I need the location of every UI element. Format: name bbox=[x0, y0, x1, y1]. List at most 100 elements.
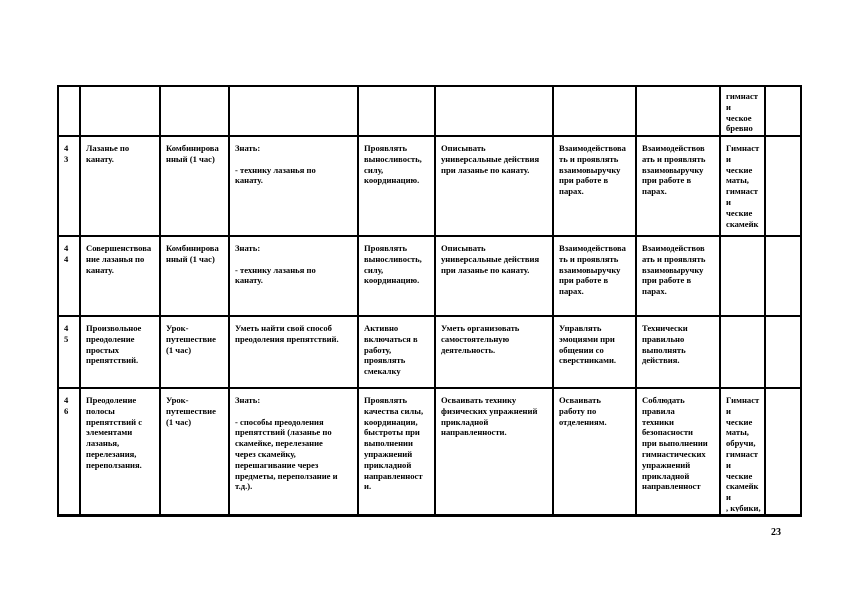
cell-text: Урок- путешествие (1 час) bbox=[166, 323, 216, 355]
table-cell: Управлять эмоциями при общении со сверст… bbox=[552, 315, 637, 389]
table-cell: Урок- путешествие (1 час) bbox=[159, 315, 230, 389]
table-cell: Осваивать работу по отделениям. bbox=[552, 387, 637, 517]
table-cell: 4 5 bbox=[57, 315, 81, 389]
cell-text bbox=[559, 91, 632, 133]
table-cell: Знать: - технику лазанья по канату. bbox=[228, 135, 359, 237]
table-cell: Совершенствова ние лазанья по канату. bbox=[79, 235, 161, 317]
cell-text: Управлять эмоциями при общении со сверст… bbox=[559, 323, 617, 366]
cell-text: Активно включаться в работу, проявлять с… bbox=[364, 323, 418, 377]
table-cell: Комбинирова нный (1 час) bbox=[159, 235, 230, 317]
cell-text: гимнасти ческое бревно bbox=[726, 91, 758, 133]
cell-text bbox=[771, 143, 797, 233]
cell-text: Уметь организовать самостоятельную деяте… bbox=[441, 323, 520, 355]
table-cell: Проявлять выносливость, силу, координаци… bbox=[357, 235, 436, 317]
cell-text bbox=[771, 323, 797, 385]
cell-text: Технически правильно выполнять действия. bbox=[642, 323, 688, 366]
table-cell: Описывать универсальные действия при лаз… bbox=[434, 235, 554, 317]
cell-text: Комбинирова нный (1 час) bbox=[166, 243, 219, 264]
cell-text: 4 5 bbox=[64, 323, 69, 344]
table-cell bbox=[719, 235, 766, 317]
table-cell: Осваивать технику физических упражнений … bbox=[434, 387, 554, 517]
cell-text bbox=[364, 91, 431, 133]
cell-text: Взаимодействов ать и проявлять взаимовыр… bbox=[642, 143, 706, 197]
cell-text: Преодоление полосы препятствий с элемент… bbox=[86, 395, 143, 470]
table-cell: Гимнасти ческие маты, обручи, гимнасти ч… bbox=[719, 387, 766, 517]
table-cell: Взаимодействова ть и проявлять взаимовыр… bbox=[552, 235, 637, 317]
cell-text bbox=[86, 91, 156, 133]
cell-text bbox=[726, 323, 761, 385]
table-cell: Описывать универсальные действия при лаз… bbox=[434, 135, 554, 237]
table-row: 4 4 Совершенствова ние лазанья по канату… bbox=[57, 235, 802, 317]
table-cell: Уметь организовать самостоятельную деяте… bbox=[434, 315, 554, 389]
table-cell: Взаимодействов ать и проявлять взаимовыр… bbox=[635, 235, 721, 317]
cell-text bbox=[64, 91, 76, 133]
cell-text bbox=[166, 91, 225, 133]
cell-text bbox=[726, 243, 761, 313]
cell-text: Проявлять выносливость, силу, координаци… bbox=[364, 143, 422, 186]
cell-text: Знать: - способы преодоления препятствий… bbox=[235, 395, 338, 492]
cell-text: Описывать универсальные действия при лаз… bbox=[441, 243, 540, 275]
table-cell: Уметь найти свой способ преодоления преп… bbox=[228, 315, 359, 389]
cell-text: Осваивать технику физических упражнений … bbox=[441, 395, 538, 438]
cell-text: Проявлять качества силы, координации, бы… bbox=[364, 395, 424, 492]
cell-text bbox=[235, 91, 354, 133]
table-cell: Комбинирова нный (1 час) bbox=[159, 135, 230, 237]
cell-text: Проявлять выносливость, силу, координаци… bbox=[364, 243, 422, 286]
table-cell bbox=[719, 315, 766, 389]
table-cell: Активно включаться в работу, проявлять с… bbox=[357, 315, 436, 389]
table-cell: Знать: - способы преодоления препятствий… bbox=[228, 387, 359, 517]
table-cell: Знать: - технику лазанья по канату. bbox=[228, 235, 359, 317]
table-cell: Гимнасти ческие маты, гимнасти ческие ск… bbox=[719, 135, 766, 237]
table-cell bbox=[159, 85, 230, 137]
table-cell: Взаимодействов ать и проявлять взаимовыр… bbox=[635, 135, 721, 237]
table-cell bbox=[764, 85, 802, 137]
cell-text: Знать: - технику лазанья по канату. bbox=[235, 143, 316, 186]
cell-text: Совершенствова ние лазанья по канату. bbox=[86, 243, 152, 275]
cell-text bbox=[771, 395, 797, 512]
table-cell bbox=[635, 85, 721, 137]
cell-text: Описывать универсальные действия при лаз… bbox=[441, 143, 540, 175]
table-cell: Соблюдать правила техники безопасности п… bbox=[635, 387, 721, 517]
table-cell bbox=[57, 85, 81, 137]
cell-text: Осваивать работу по отделениям. bbox=[559, 395, 607, 427]
page-number: 23 bbox=[771, 527, 781, 538]
table-cell: Взаимодействова ть и проявлять взаимовыр… bbox=[552, 135, 637, 237]
table-cell bbox=[764, 387, 802, 517]
cell-text: Соблюдать правила техники безопасности п… bbox=[642, 395, 708, 492]
table-row: 4 6 Преодоление полосы препятствий с эле… bbox=[57, 387, 802, 517]
table-cell: 4 4 bbox=[57, 235, 81, 317]
table-cell bbox=[79, 85, 161, 137]
table-cell: Преодоление полосы препятствий с элемент… bbox=[79, 387, 161, 517]
cell-text bbox=[642, 91, 716, 133]
cell-text: Урок- путешествие (1 час) bbox=[166, 395, 216, 427]
table-cell: Проявлять выносливость, силу, координаци… bbox=[357, 135, 436, 237]
table-row: 4 5 Произвольное преодоление простых пре… bbox=[57, 315, 802, 389]
cell-text: 4 6 bbox=[64, 395, 69, 416]
table-cell bbox=[357, 85, 436, 137]
cell-text: Гимнасти ческие маты, гимнасти ческие ск… bbox=[726, 143, 760, 233]
cell-text: 4 4 bbox=[64, 243, 69, 264]
cell-text: Знать: - технику лазанья по канату. bbox=[235, 243, 316, 286]
table-cell bbox=[552, 85, 637, 137]
table-cell bbox=[764, 235, 802, 317]
table-cell bbox=[764, 135, 802, 237]
table-cell: 4 6 bbox=[57, 387, 81, 517]
cell-text: Взаимодействов ать и проявлять взаимовыр… bbox=[642, 243, 706, 297]
cell-text: Произвольное преодоление простых препятс… bbox=[86, 323, 142, 366]
cell-text: Взаимодействова ть и проявлять взаимовыр… bbox=[559, 243, 626, 297]
table-cell: 4 3 bbox=[57, 135, 81, 237]
table-cell bbox=[228, 85, 359, 137]
table-cell: Проявлять качества силы, координации, бы… bbox=[357, 387, 436, 517]
cell-text bbox=[771, 91, 797, 133]
cell-text bbox=[771, 243, 797, 313]
cell-text bbox=[441, 91, 549, 133]
table-cell bbox=[764, 315, 802, 389]
table-cell: Лазанье по канату. bbox=[79, 135, 161, 237]
table-cell: Технически правильно выполнять действия. bbox=[635, 315, 721, 389]
cell-text: 4 3 bbox=[64, 143, 69, 164]
table-cell: гимнасти ческое бревно bbox=[719, 85, 766, 137]
lesson-plan-table: гимнасти ческое бревно 4 3 Лазанье по ка… bbox=[57, 85, 802, 517]
table-cell: Урок- путешествие (1 час) bbox=[159, 387, 230, 517]
table-row: 4 3 Лазанье по канату. Комбинирова нный … bbox=[57, 135, 802, 237]
